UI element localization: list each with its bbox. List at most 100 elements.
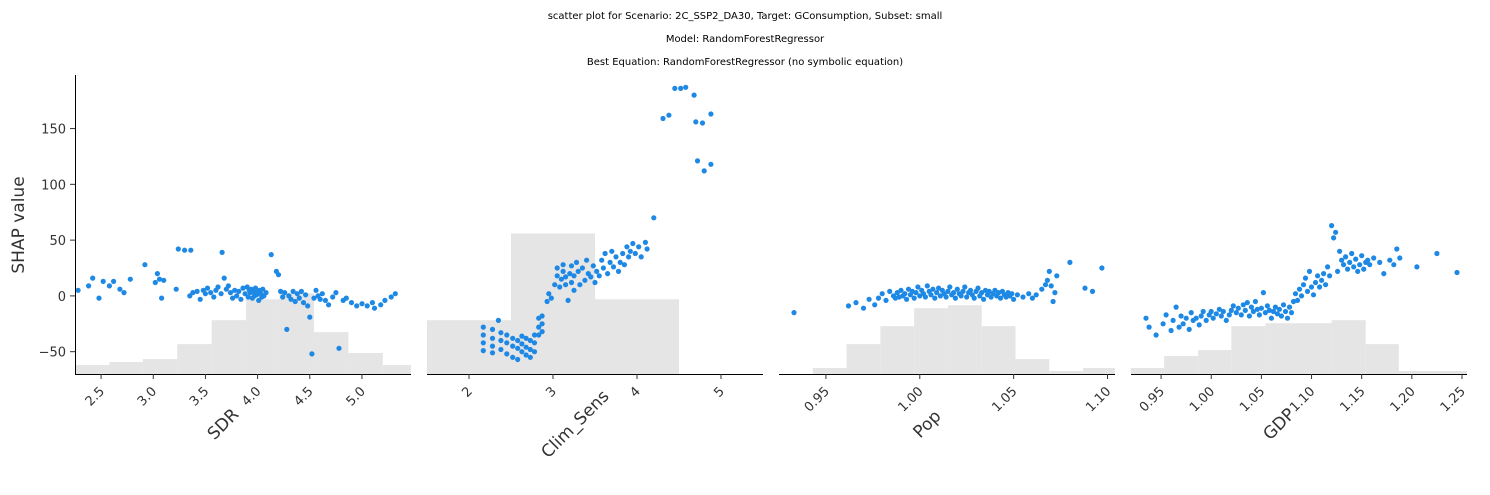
data-point: [515, 337, 521, 344]
data-point: [480, 340, 486, 346]
data-point: [317, 296, 323, 302]
data-point: [860, 305, 867, 311]
data-point: [626, 254, 632, 260]
data-point: [571, 287, 577, 293]
data-point: [563, 274, 569, 280]
data-point: [1397, 255, 1403, 261]
data-point: [621, 262, 628, 268]
data-point: [571, 273, 577, 279]
data-point: [336, 345, 342, 351]
data-point: [1272, 304, 1278, 310]
histogram-bar: [142, 359, 178, 374]
data-point: [227, 290, 234, 296]
data-point: [627, 248, 633, 254]
data-point: [594, 268, 600, 274]
data-point: [311, 295, 317, 301]
data-point: [971, 295, 977, 301]
data-point: [292, 298, 298, 305]
data-point: [1306, 268, 1313, 274]
data-point: [539, 321, 545, 327]
data-point: [1343, 254, 1349, 260]
data-point: [1290, 298, 1297, 305]
data-point: [975, 285, 981, 291]
data-point: [1244, 300, 1250, 306]
data-point: [480, 332, 486, 338]
data-point: [1029, 295, 1035, 301]
y-axis-label: SHAP value: [9, 176, 29, 273]
data-point: [1188, 310, 1194, 316]
data-point: [600, 265, 607, 271]
data-point: [1339, 257, 1345, 263]
data-point: [256, 297, 262, 303]
data-point: [232, 287, 238, 293]
data-point: [872, 302, 878, 308]
data-point: [1020, 294, 1026, 300]
data-point: [620, 250, 626, 257]
data-point: [489, 350, 496, 356]
data-point: [904, 296, 910, 302]
data-point: [378, 302, 384, 308]
data-point: [215, 284, 221, 290]
data-point: [1335, 268, 1341, 274]
data-point: [902, 291, 908, 297]
data-point: [1208, 308, 1214, 315]
data-point: [392, 291, 398, 297]
data-point: [1196, 322, 1202, 328]
data-point: [642, 239, 649, 245]
data-point: [638, 254, 644, 260]
data-point: [1323, 282, 1329, 288]
x-tick-label: 1.25: [1438, 384, 1469, 415]
data-point: [1349, 250, 1355, 257]
data-point: [309, 351, 315, 357]
y-tick-label: 0: [58, 290, 66, 305]
data-point: [194, 288, 200, 294]
data-point: [708, 111, 714, 117]
data-point: [701, 168, 707, 174]
data-point: [154, 271, 160, 277]
data-point: [1146, 324, 1152, 330]
data-point: [284, 326, 290, 332]
histogram-bar: [177, 344, 212, 374]
data-point: [1042, 282, 1049, 288]
data-point: [617, 259, 623, 265]
histogram-bar: [211, 320, 247, 374]
y-tick-label: 50: [49, 234, 66, 249]
data-point: [1242, 307, 1248, 313]
data-point: [1278, 313, 1284, 319]
data-point: [1329, 223, 1335, 229]
data-point: [1176, 324, 1182, 330]
data-point: [1054, 273, 1060, 279]
data-point: [592, 279, 598, 286]
data-point: [911, 295, 917, 301]
data-point: [683, 84, 689, 90]
x-tick-label: 5.0: [344, 384, 369, 409]
data-point: [330, 294, 336, 300]
data-point: [678, 85, 684, 91]
x-tick-label: 1.10: [1083, 384, 1114, 415]
data-point: [951, 290, 957, 296]
data-point: [175, 246, 181, 252]
x-tick-label: 0.95: [802, 384, 833, 415]
data-point: [263, 290, 269, 296]
data-point: [230, 295, 236, 301]
data-point: [1391, 262, 1397, 268]
data-point: [1302, 275, 1309, 281]
data-point: [498, 337, 504, 344]
data-point: [875, 295, 882, 301]
data-point: [546, 291, 552, 297]
data-point: [531, 340, 538, 346]
data-point: [560, 268, 566, 274]
data-point: [644, 246, 650, 252]
y-tick-label: 100: [41, 178, 66, 193]
data-point: [666, 112, 672, 118]
data-point: [539, 329, 545, 335]
data-point: [708, 161, 714, 167]
data-point: [1223, 317, 1229, 323]
data-point: [962, 284, 968, 290]
data-point: [1270, 308, 1276, 315]
data-point: [343, 295, 349, 301]
histogram-bar: [427, 320, 511, 374]
data-point: [1359, 253, 1365, 259]
data-point: [1252, 298, 1258, 305]
histogram-bar: [1083, 368, 1115, 374]
